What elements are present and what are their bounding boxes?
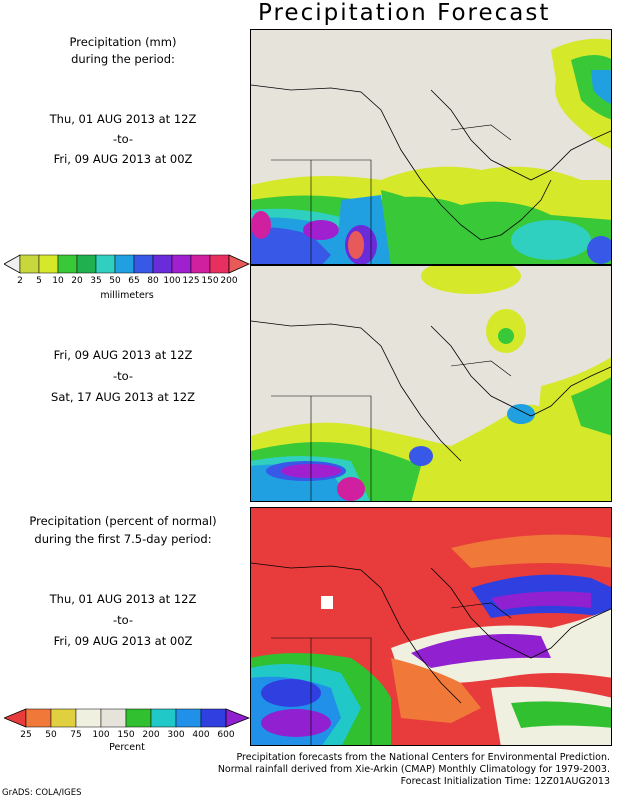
cbar-mm-tick: 125 (182, 276, 200, 286)
cbar-pct-tick: 400 (192, 730, 210, 740)
precip-field-2 (251, 266, 611, 501)
cbar-pct-tick: 75 (70, 730, 82, 740)
panel3-heading-line1: Precipitation (percent of normal) (29, 514, 217, 528)
panel1-end-date: Fri, 09 AUG 2013 at 00Z (53, 152, 193, 166)
grads-credit: GrADS: COLA/IGES (2, 788, 82, 798)
cbar-pct-tick: 300 (167, 730, 185, 740)
precip-field-1 (251, 30, 611, 264)
cbar-pct-tick: 100 (92, 730, 110, 740)
cbar-pct-tick: 150 (117, 730, 135, 740)
credit-line-3: Forecast Initialization Time: 12Z01AUG20… (400, 776, 610, 787)
map-panel-1 (250, 29, 612, 265)
panel3-heading-line2: during the first 7.5-day period: (34, 532, 212, 546)
panel2-end-date: Sat, 17 AUG 2013 at 12Z (51, 390, 195, 404)
panel2-to: -to- (112, 369, 134, 383)
panel3-to: -to- (112, 613, 134, 627)
panel2-start-date: Fri, 09 AUG 2013 at 12Z (53, 348, 193, 362)
panel1-start-date: Thu, 01 AUG 2013 at 12Z (49, 112, 197, 126)
panel1-heading-line2: during the period: (71, 52, 175, 66)
colorbar-mm-swatches (4, 254, 250, 274)
cbar-mm-tick: 80 (147, 276, 159, 286)
cbar-pct-tick: 600 (217, 730, 235, 740)
map-panel-2 (250, 265, 612, 502)
cbar-mm-tick: 150 (201, 276, 219, 286)
cbar-pct-unit: Percent (109, 742, 145, 753)
colorbar-percent-swatches (4, 708, 250, 728)
cbar-mm-unit: millimeters (100, 290, 154, 301)
percent-normal-field (251, 508, 611, 745)
panel1-to: -to- (112, 132, 134, 146)
cbar-mm-tick: 65 (128, 276, 140, 286)
credit-line-1: Precipitation forecasts from the Nationa… (236, 752, 610, 763)
map-panel-3 (250, 507, 612, 746)
cbar-mm-tick: 5 (36, 276, 42, 286)
panel1-heading-line1: Precipitation (mm) (69, 35, 177, 49)
colorbar-percent: 25 50 75 100 150 200 300 400 600 Percent (4, 708, 250, 756)
cbar-pct-tick: 200 (142, 730, 160, 740)
page-title: Precipitation Forecast (258, 0, 551, 26)
panel3-end-date: Fri, 09 AUG 2013 at 00Z (53, 634, 193, 648)
cbar-mm-tick: 2 (17, 276, 23, 286)
colorbar-mm: 2 5 10 20 35 50 65 80 100 125 150 200 mi… (4, 254, 250, 302)
panel3-start-date: Thu, 01 AUG 2013 at 12Z (49, 592, 197, 606)
credit-line-2: Normal rainfall derived from Xie-Arkin (… (217, 764, 610, 775)
cbar-pct-tick: 50 (45, 730, 57, 740)
cbar-mm-tick: 100 (163, 276, 181, 286)
cbar-mm-tick: 35 (90, 276, 102, 286)
cbar-pct-tick: 25 (20, 730, 32, 740)
cbar-mm-tick: 200 (220, 276, 238, 286)
cbar-mm-tick: 50 (109, 276, 121, 286)
cbar-mm-tick: 10 (52, 276, 64, 286)
cbar-mm-tick: 20 (71, 276, 83, 286)
